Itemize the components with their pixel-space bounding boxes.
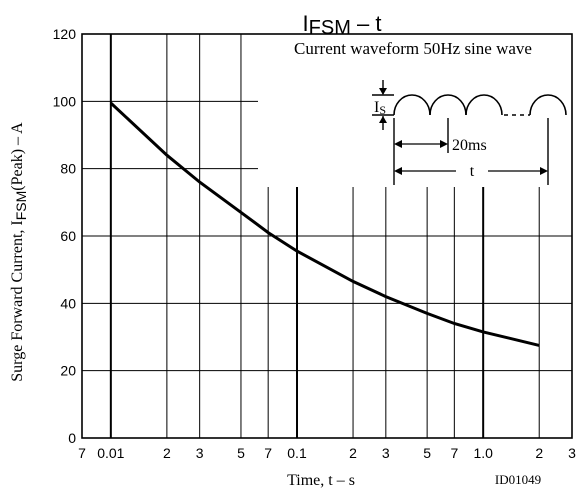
waveform-hump	[529, 94, 567, 116]
is-sub: S	[379, 103, 386, 117]
waveform-inset: Current waveform 50Hz sine wave IS 20ms …	[258, 34, 572, 187]
x-tick-label: 1.0	[473, 445, 493, 461]
plot-frame	[81, 33, 573, 439]
y-tick-label: 0	[68, 430, 76, 446]
x-tick-label: 3	[196, 445, 204, 461]
y-tick-label: 120	[53, 26, 77, 42]
ylabel-pre: Surge Forward Current, I	[9, 220, 26, 381]
x-tick-label: 2	[535, 445, 543, 461]
is-arrowhead-down	[379, 88, 387, 95]
x-tick-label: 0.1	[287, 445, 307, 461]
title-main: I	[303, 11, 309, 36]
inset-caption: Current waveform 50Hz sine wave	[294, 39, 532, 58]
y-tick-label: 40	[60, 295, 76, 311]
x-tick-label: 2	[163, 445, 171, 461]
x-tick-labels: 7 0.01 2 3 5 7 0.1 2 3 5 7 1.0 2 3	[78, 445, 576, 461]
t-arrowhead-left	[394, 167, 402, 175]
period-arrowhead-left	[394, 140, 402, 148]
x-axis-label: Time, t – s	[287, 472, 355, 489]
x-tick-label: 7	[264, 445, 272, 461]
period-label: 20ms	[452, 137, 487, 154]
t-arrowhead-right	[540, 167, 548, 175]
y-tick-label: 80	[60, 161, 76, 177]
y-tick-labels: 0 20 40 60 80 100 120	[53, 26, 77, 446]
period-arrowhead-right	[440, 140, 448, 148]
x-tick-label: 5	[237, 445, 245, 461]
waveform-hump	[465, 94, 503, 116]
ylabel-sub: FSM	[13, 191, 29, 221]
x-tick-label: 3	[568, 445, 576, 461]
y-axis-label: Surge Forward Current, IFSM(Peak) – A	[9, 122, 29, 382]
surge-current-curve	[109, 101, 540, 347]
x-tick-label: 2	[349, 445, 357, 461]
y-tick-label: 20	[60, 363, 76, 379]
ylabel-post: (Peak) – A	[9, 122, 26, 191]
is-arrowhead-up	[379, 116, 387, 123]
waveform-hump	[429, 94, 467, 116]
title-rest: – t	[351, 11, 382, 36]
x-tick-label: 7	[78, 445, 86, 461]
waveform-hump	[393, 94, 431, 116]
is-main: I	[374, 99, 379, 116]
x-tick-label: 3	[382, 445, 390, 461]
t-label: t	[470, 163, 475, 180]
x-tick-label: 0.01	[97, 445, 124, 461]
figure-id: ID01049	[495, 472, 541, 487]
y-tick-label: 100	[53, 93, 77, 109]
inset-background	[258, 34, 572, 187]
x-tick-label: 5	[423, 445, 431, 461]
x-tick-label: 7	[450, 445, 458, 461]
is-label: IS	[374, 99, 386, 117]
y-tick-label: 60	[60, 228, 76, 244]
